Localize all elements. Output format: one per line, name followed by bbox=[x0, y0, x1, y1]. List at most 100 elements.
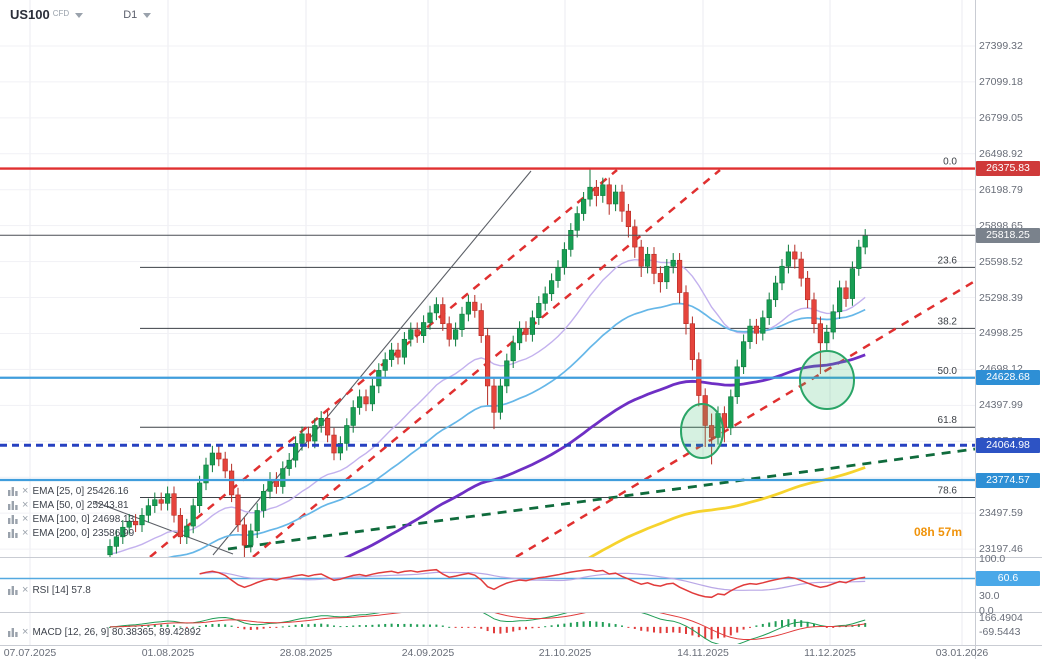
chevron-down-icon[interactable] bbox=[143, 13, 152, 18]
indicator-legend-row: × EMA [25, 0] 25426.16 bbox=[8, 484, 129, 497]
candle bbox=[440, 297, 446, 331]
fib-level-label: 0.0 bbox=[943, 157, 957, 168]
fib-level-label: 38.2 bbox=[938, 316, 958, 327]
ellipse-annotations[interactable] bbox=[680, 350, 855, 459]
ema-200-line[interactable] bbox=[110, 466, 866, 659]
trend-line-wedge-support-falling[interactable] bbox=[94, 501, 234, 555]
price-axis-tick: 27399.32 bbox=[979, 40, 1023, 52]
candle bbox=[779, 259, 785, 291]
candle bbox=[472, 294, 478, 318]
price-axis-tick: 26799.05 bbox=[979, 111, 1023, 124]
rsi-indicator bbox=[0, 568, 975, 599]
price-axis-tick: 26198.79 bbox=[979, 183, 1023, 196]
candle bbox=[683, 285, 689, 335]
candle bbox=[126, 514, 132, 535]
candle bbox=[529, 310, 535, 342]
indicator-remove-icon[interactable]: × bbox=[22, 583, 29, 596]
candle bbox=[363, 389, 369, 412]
trend-line-ascending-support-lower[interactable] bbox=[515, 279, 976, 559]
candle bbox=[171, 486, 177, 523]
indicator-settings-icon[interactable] bbox=[8, 515, 18, 524]
indicator-remove-icon[interactable]: × bbox=[22, 512, 29, 525]
price-tag-rsi-level: 60.6 bbox=[976, 570, 1040, 586]
candle bbox=[459, 306, 465, 337]
horizontal-level-lines[interactable] bbox=[0, 167, 975, 482]
candle bbox=[689, 316, 695, 371]
candle bbox=[254, 503, 260, 539]
price-tag-last-price: 25818.25 bbox=[976, 227, 1040, 243]
candle bbox=[740, 334, 747, 374]
candle bbox=[209, 445, 216, 473]
candle bbox=[203, 457, 209, 491]
candle bbox=[574, 206, 580, 238]
candle bbox=[785, 244, 791, 274]
rsi-line bbox=[199, 568, 866, 599]
indicator-remove-icon[interactable]: × bbox=[22, 526, 29, 539]
candle bbox=[331, 427, 337, 461]
candle bbox=[324, 411, 331, 443]
indicator-settings-icon[interactable] bbox=[8, 529, 18, 538]
candle bbox=[414, 322, 420, 343]
time-axis-tick: 07.07.2025 bbox=[3, 647, 57, 659]
candle bbox=[638, 239, 644, 278]
indicator-remove-icon[interactable]: × bbox=[22, 625, 29, 638]
rsi-legend: × RSI [14] 57.8 bbox=[8, 583, 91, 596]
candle bbox=[350, 400, 356, 433]
candle bbox=[312, 418, 318, 449]
macd-legend: × MACD [12, 26, 9] 80.38365, 89.42892 bbox=[8, 625, 201, 638]
price-tag-resistance: 26375.83 bbox=[976, 161, 1040, 177]
chevron-down-icon[interactable] bbox=[75, 13, 84, 18]
candle bbox=[568, 223, 574, 257]
candle bbox=[177, 508, 184, 545]
indicator-remove-icon[interactable]: × bbox=[22, 498, 29, 511]
ema-25-line[interactable] bbox=[109, 258, 866, 555]
candle bbox=[625, 203, 631, 238]
highlight-ellipse[interactable] bbox=[799, 350, 855, 410]
indicator-settings-icon[interactable] bbox=[8, 487, 18, 496]
rsi-scale-tick: 100.0 bbox=[979, 553, 1006, 565]
candle bbox=[158, 492, 164, 511]
candle bbox=[664, 259, 670, 289]
macd-signal-line bbox=[109, 613, 866, 640]
time-axis-tick: 14.11.2025 bbox=[677, 647, 729, 659]
price-axis-tick: 24998.25 bbox=[979, 327, 1023, 340]
candle bbox=[772, 275, 779, 307]
indicator-settings-icon[interactable] bbox=[8, 501, 18, 510]
candle bbox=[747, 318, 753, 349]
price-axis-tick: 25598.52 bbox=[979, 255, 1023, 268]
candle bbox=[120, 520, 126, 545]
time-axis-tick: 28.08.2025 bbox=[279, 647, 333, 659]
indicator-settings-icon[interactable] bbox=[8, 628, 18, 637]
indicator-legend-label: EMA [100, 0] 24698.13 bbox=[32, 514, 135, 525]
macd-scale-tick: -69.5443 bbox=[979, 626, 1021, 638]
candle bbox=[235, 487, 241, 533]
candle bbox=[734, 359, 740, 404]
candle bbox=[619, 184, 625, 222]
price-axis-tick: 26498.92 bbox=[979, 147, 1023, 160]
trend-line-long-term-support-green[interactable] bbox=[227, 447, 976, 551]
time-axis-tick: 24.09.2025 bbox=[401, 647, 455, 659]
candle bbox=[657, 266, 663, 293]
candle bbox=[318, 411, 324, 433]
symbol-selector[interactable]: US100 CFD bbox=[10, 8, 84, 22]
ema-50-line[interactable] bbox=[110, 302, 866, 578]
candle bbox=[267, 472, 273, 499]
fib-level-label: 50.0 bbox=[938, 366, 958, 377]
indicator-remove-icon[interactable]: × bbox=[22, 484, 29, 497]
candle bbox=[811, 292, 817, 334]
candle bbox=[798, 251, 804, 287]
candle bbox=[824, 324, 830, 351]
highlight-ellipse[interactable] bbox=[680, 403, 724, 459]
candle bbox=[606, 177, 612, 215]
time-axis-tick: 01.08.2025 bbox=[141, 647, 195, 659]
price-tag-mid-level: 24628.68 bbox=[976, 370, 1040, 386]
indicator-settings-icon[interactable] bbox=[8, 586, 18, 595]
timeframe-selector[interactable]: D1 bbox=[83, 8, 152, 22]
fib-level-label: 61.8 bbox=[938, 415, 958, 426]
candlestick-series bbox=[107, 168, 868, 557]
timeframe-label: D1 bbox=[123, 9, 138, 21]
candle bbox=[555, 260, 561, 288]
candle bbox=[587, 168, 593, 207]
